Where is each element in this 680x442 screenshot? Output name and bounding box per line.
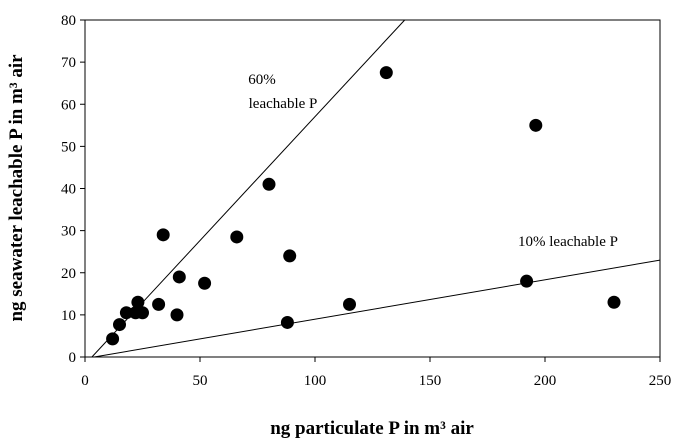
point [262,177,276,191]
point [520,274,534,288]
point [607,295,621,309]
x-tick-label: 200 [534,373,557,389]
reference-line [94,259,661,358]
point [136,306,149,320]
point [198,276,212,290]
point [152,297,166,311]
y-tick-label: 30 [61,224,76,240]
point [529,118,543,132]
x-tick-label: 250 [649,373,672,389]
y-tick-label: 60 [61,97,76,113]
x-axis-label: ng particulate P in m³ air [270,418,474,439]
annotation: 10% leachable P [518,234,618,250]
point [280,315,294,329]
y-tick-label: 80 [61,13,76,29]
x-tick-label: 0 [81,373,89,389]
y-tick-label: 50 [61,139,76,155]
x-tick-label: 100 [304,373,327,389]
y-tick-label: 0 [69,350,77,366]
point [113,318,126,332]
point [343,297,356,311]
point [106,332,120,346]
y-tick-label: 70 [61,55,76,71]
y-tick-label: 10 [61,308,76,324]
point [172,270,186,284]
y-tick-label: 40 [61,182,76,198]
plot-frame [84,19,661,358]
x-tick-label: 50 [193,373,208,389]
point [283,249,297,263]
point [170,308,184,322]
point [131,295,145,309]
x-tick-label: 150 [419,373,442,389]
y-axis-label: ng seawater leachable P in m³ air [6,54,27,322]
point [230,230,244,244]
point [379,66,393,80]
y-tick-label: 20 [61,266,76,282]
annotation: 60% [248,72,276,88]
point [119,306,133,320]
point [156,228,170,242]
annotation: leachable P [249,96,318,112]
